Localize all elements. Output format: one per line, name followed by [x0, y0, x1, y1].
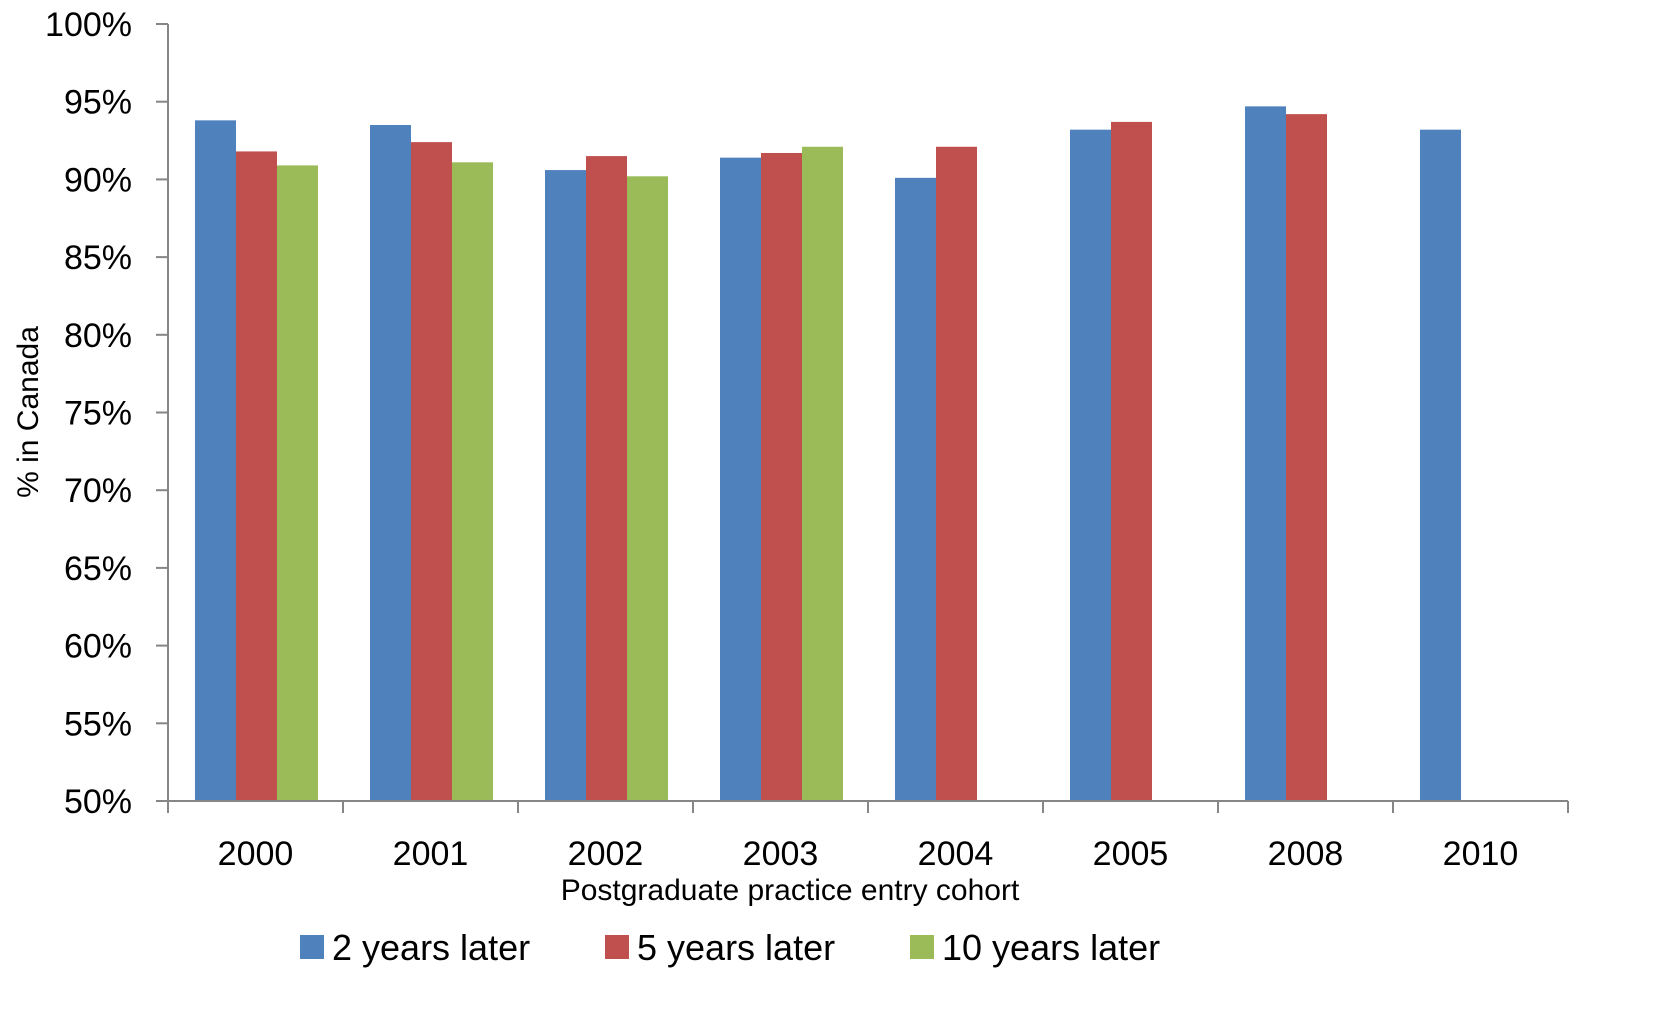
bar-2-years-later-2010: [1420, 129, 1461, 801]
bar-2-years-later-2003: [720, 157, 761, 802]
x-tick-label: 2010: [1443, 835, 1519, 873]
bar-2-years-later-2000: [195, 120, 236, 801]
y-tick-label: 95%: [64, 84, 132, 122]
bar-10-years-later-2003: [802, 146, 843, 802]
bar-2-years-later-2001: [370, 125, 411, 801]
y-tick-label: 50%: [64, 783, 132, 821]
y-tick-label: 55%: [64, 705, 132, 743]
x-axis-title: Postgraduate practice entry cohort: [561, 874, 1020, 907]
bar-10-years-later-2001: [452, 162, 493, 801]
legend-item: 2 years later: [300, 927, 530, 968]
ticks-layer: 50% 55% 60% 65% 70% 75% 80% 85% 90% 95% 100% 2000 20…: [45, 6, 1569, 873]
x-tick-label: 2008: [1268, 835, 1344, 873]
legend-item: 5 years later: [605, 927, 835, 968]
x-tick-label: 2005: [1093, 835, 1169, 873]
bar-2-years-later-2005: [1070, 129, 1111, 801]
y-tick-label: 65%: [64, 550, 132, 588]
bar-5-years-later-2005: [1111, 121, 1152, 802]
legend-label: 5 years later: [637, 927, 835, 968]
y-tick-label: 80%: [64, 317, 132, 355]
bar-2-years-later-2002: [545, 170, 586, 802]
bar-10-years-later-2000: [277, 165, 318, 801]
legend: 2 years later 5 years later 10 years later: [300, 927, 1160, 968]
y-axis-title: % in Canada: [12, 326, 45, 498]
bar-5-years-later-2002: [586, 156, 627, 802]
bar-5-years-later-2003: [761, 152, 802, 801]
bars-layer: [195, 106, 1461, 802]
legend-item: 10 years later: [910, 927, 1160, 968]
legend-swatch: [300, 935, 324, 959]
x-tick-label: 2000: [218, 835, 294, 873]
legend-swatch: [910, 935, 934, 959]
y-tick-label: 60%: [64, 628, 132, 666]
x-tick-label: 2002: [568, 835, 644, 873]
legend-label: 2 years later: [332, 927, 530, 968]
bar-5-years-later-2001: [411, 142, 452, 801]
bar-5-years-later-2004: [936, 146, 977, 802]
bar-10-years-later-2002: [627, 176, 668, 802]
y-tick-label: 90%: [64, 161, 132, 199]
y-tick-label: 75%: [64, 395, 132, 433]
bar-2-years-later-2008: [1245, 106, 1286, 801]
bar-5-years-later-2000: [236, 151, 277, 802]
y-tick-label: 85%: [64, 239, 132, 277]
bar-2-years-later-2004: [895, 177, 936, 801]
legend-swatch: [605, 935, 629, 959]
y-tick-label: 100%: [45, 6, 132, 44]
x-tick-label: 2001: [393, 835, 469, 873]
legend-label: 10 years later: [942, 927, 1160, 968]
y-tick-label: 70%: [64, 472, 132, 510]
x-tick-label: 2004: [918, 835, 994, 873]
bar-5-years-later-2008: [1286, 114, 1327, 801]
x-tick-label: 2003: [743, 835, 819, 873]
